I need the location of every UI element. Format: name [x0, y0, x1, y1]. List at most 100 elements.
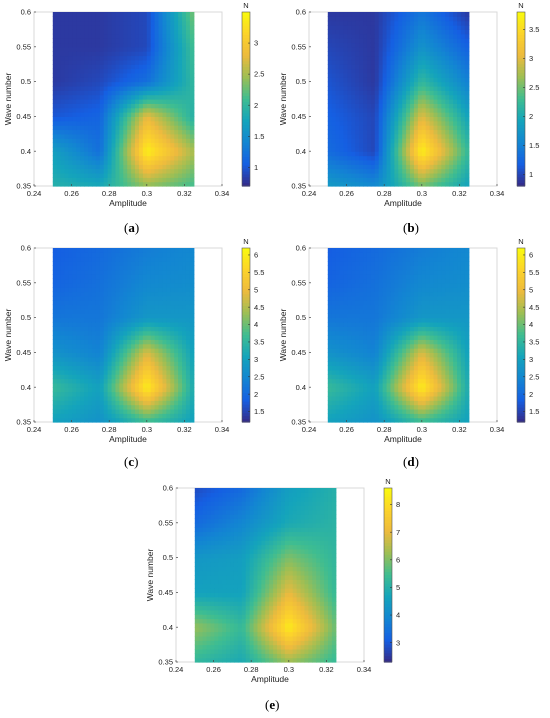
heat-cell [359, 146, 364, 152]
heat-cell [366, 168, 372, 174]
heat-cell [72, 85, 77, 91]
heat-cell [76, 42, 81, 48]
heat-cell [150, 413, 156, 419]
heat-cell [154, 85, 160, 91]
heat-cell [189, 413, 195, 419]
heat-cell [170, 12, 175, 17]
heat-cell [390, 155, 395, 161]
heat-cell [135, 85, 140, 91]
heat-cell [142, 278, 148, 284]
colorbar-step [242, 335, 250, 339]
heat-cell [166, 356, 171, 362]
heat-cell [406, 138, 411, 144]
heat-cell [115, 313, 120, 319]
heat-cell [363, 72, 368, 78]
heat-cell [339, 99, 345, 104]
heat-cell [449, 51, 454, 57]
heat-cell [138, 265, 144, 271]
heat-cell [449, 81, 454, 87]
heat-cell [449, 159, 454, 165]
heat-cell [170, 16, 175, 22]
heat-cell [386, 46, 392, 52]
heat-cell [429, 72, 435, 78]
heat-cell [91, 77, 97, 83]
heat-cell [327, 46, 333, 52]
heat-cell [52, 317, 58, 323]
heat-cell [464, 59, 470, 65]
colorbar-step [242, 70, 250, 74]
heat-cell [445, 25, 450, 30]
heat-cell [464, 177, 470, 183]
heat-cell [170, 343, 175, 349]
heat-cell [370, 72, 376, 78]
heat-cell [99, 59, 105, 65]
heat-cell [343, 352, 348, 358]
heat-cell [119, 99, 124, 104]
heat-cell [347, 142, 352, 148]
heat-cell [189, 348, 195, 353]
heat-cell [115, 291, 120, 297]
heat-cell [174, 413, 179, 419]
heat-cell [433, 177, 439, 183]
heat-cell [185, 168, 191, 174]
heat-cell [390, 177, 395, 183]
heat-cell [189, 330, 195, 336]
colorbar-step [242, 355, 250, 359]
heat-cell [115, 361, 120, 367]
heat-cell [68, 99, 73, 104]
heat-cell [95, 317, 101, 323]
heat-cell [119, 374, 124, 380]
heat-cell [107, 94, 113, 100]
heat-cell [437, 42, 442, 48]
heat-cell [351, 138, 356, 144]
heat-cell [146, 378, 152, 384]
heat-cell [138, 177, 144, 183]
heat-cell [88, 103, 93, 109]
heat-cell [99, 382, 105, 388]
heat-cell [142, 382, 148, 388]
colorbar-step [517, 41, 525, 45]
heat-cell [185, 291, 191, 297]
heat-cell [174, 181, 179, 187]
heat-cell [339, 413, 345, 419]
heat-cell [127, 278, 132, 284]
heat-cell [433, 142, 439, 148]
heat-cell [142, 339, 148, 345]
heat-cell [64, 291, 70, 297]
heat-cell [162, 291, 167, 297]
heat-cell [189, 103, 195, 109]
heat-cell [162, 177, 167, 183]
heat-cell [123, 133, 128, 139]
heat-cell [351, 387, 356, 393]
heat-cell [56, 313, 62, 319]
heat-cell [374, 172, 380, 178]
heat-cell [327, 317, 333, 323]
heat-cell [347, 116, 352, 122]
heat-cell [84, 404, 89, 410]
heat-cell [433, 90, 439, 96]
heat-cell [363, 46, 368, 52]
heat-cell [464, 112, 470, 117]
heat-cell [417, 103, 423, 109]
heat-cell [107, 382, 113, 388]
heat-cell [359, 138, 364, 144]
heat-cell [84, 116, 89, 122]
heat-cell [449, 107, 454, 113]
heat-cell [185, 181, 191, 187]
heat-cell [189, 295, 195, 301]
heat-cell [390, 125, 395, 131]
heat-cell [359, 64, 364, 70]
heat-cell [327, 400, 333, 406]
heat-cell [437, 33, 442, 39]
heat-cell [64, 400, 70, 406]
heat-cell [347, 278, 352, 284]
heat-cell [402, 33, 407, 39]
heat-cell [331, 51, 337, 57]
heat-cell [374, 116, 380, 122]
heat-cell [425, 151, 431, 157]
heat-cell [107, 125, 113, 131]
heat-cell [91, 90, 97, 96]
heat-cell [457, 38, 462, 44]
heat-cell [119, 417, 124, 423]
heat-cell [72, 133, 77, 139]
